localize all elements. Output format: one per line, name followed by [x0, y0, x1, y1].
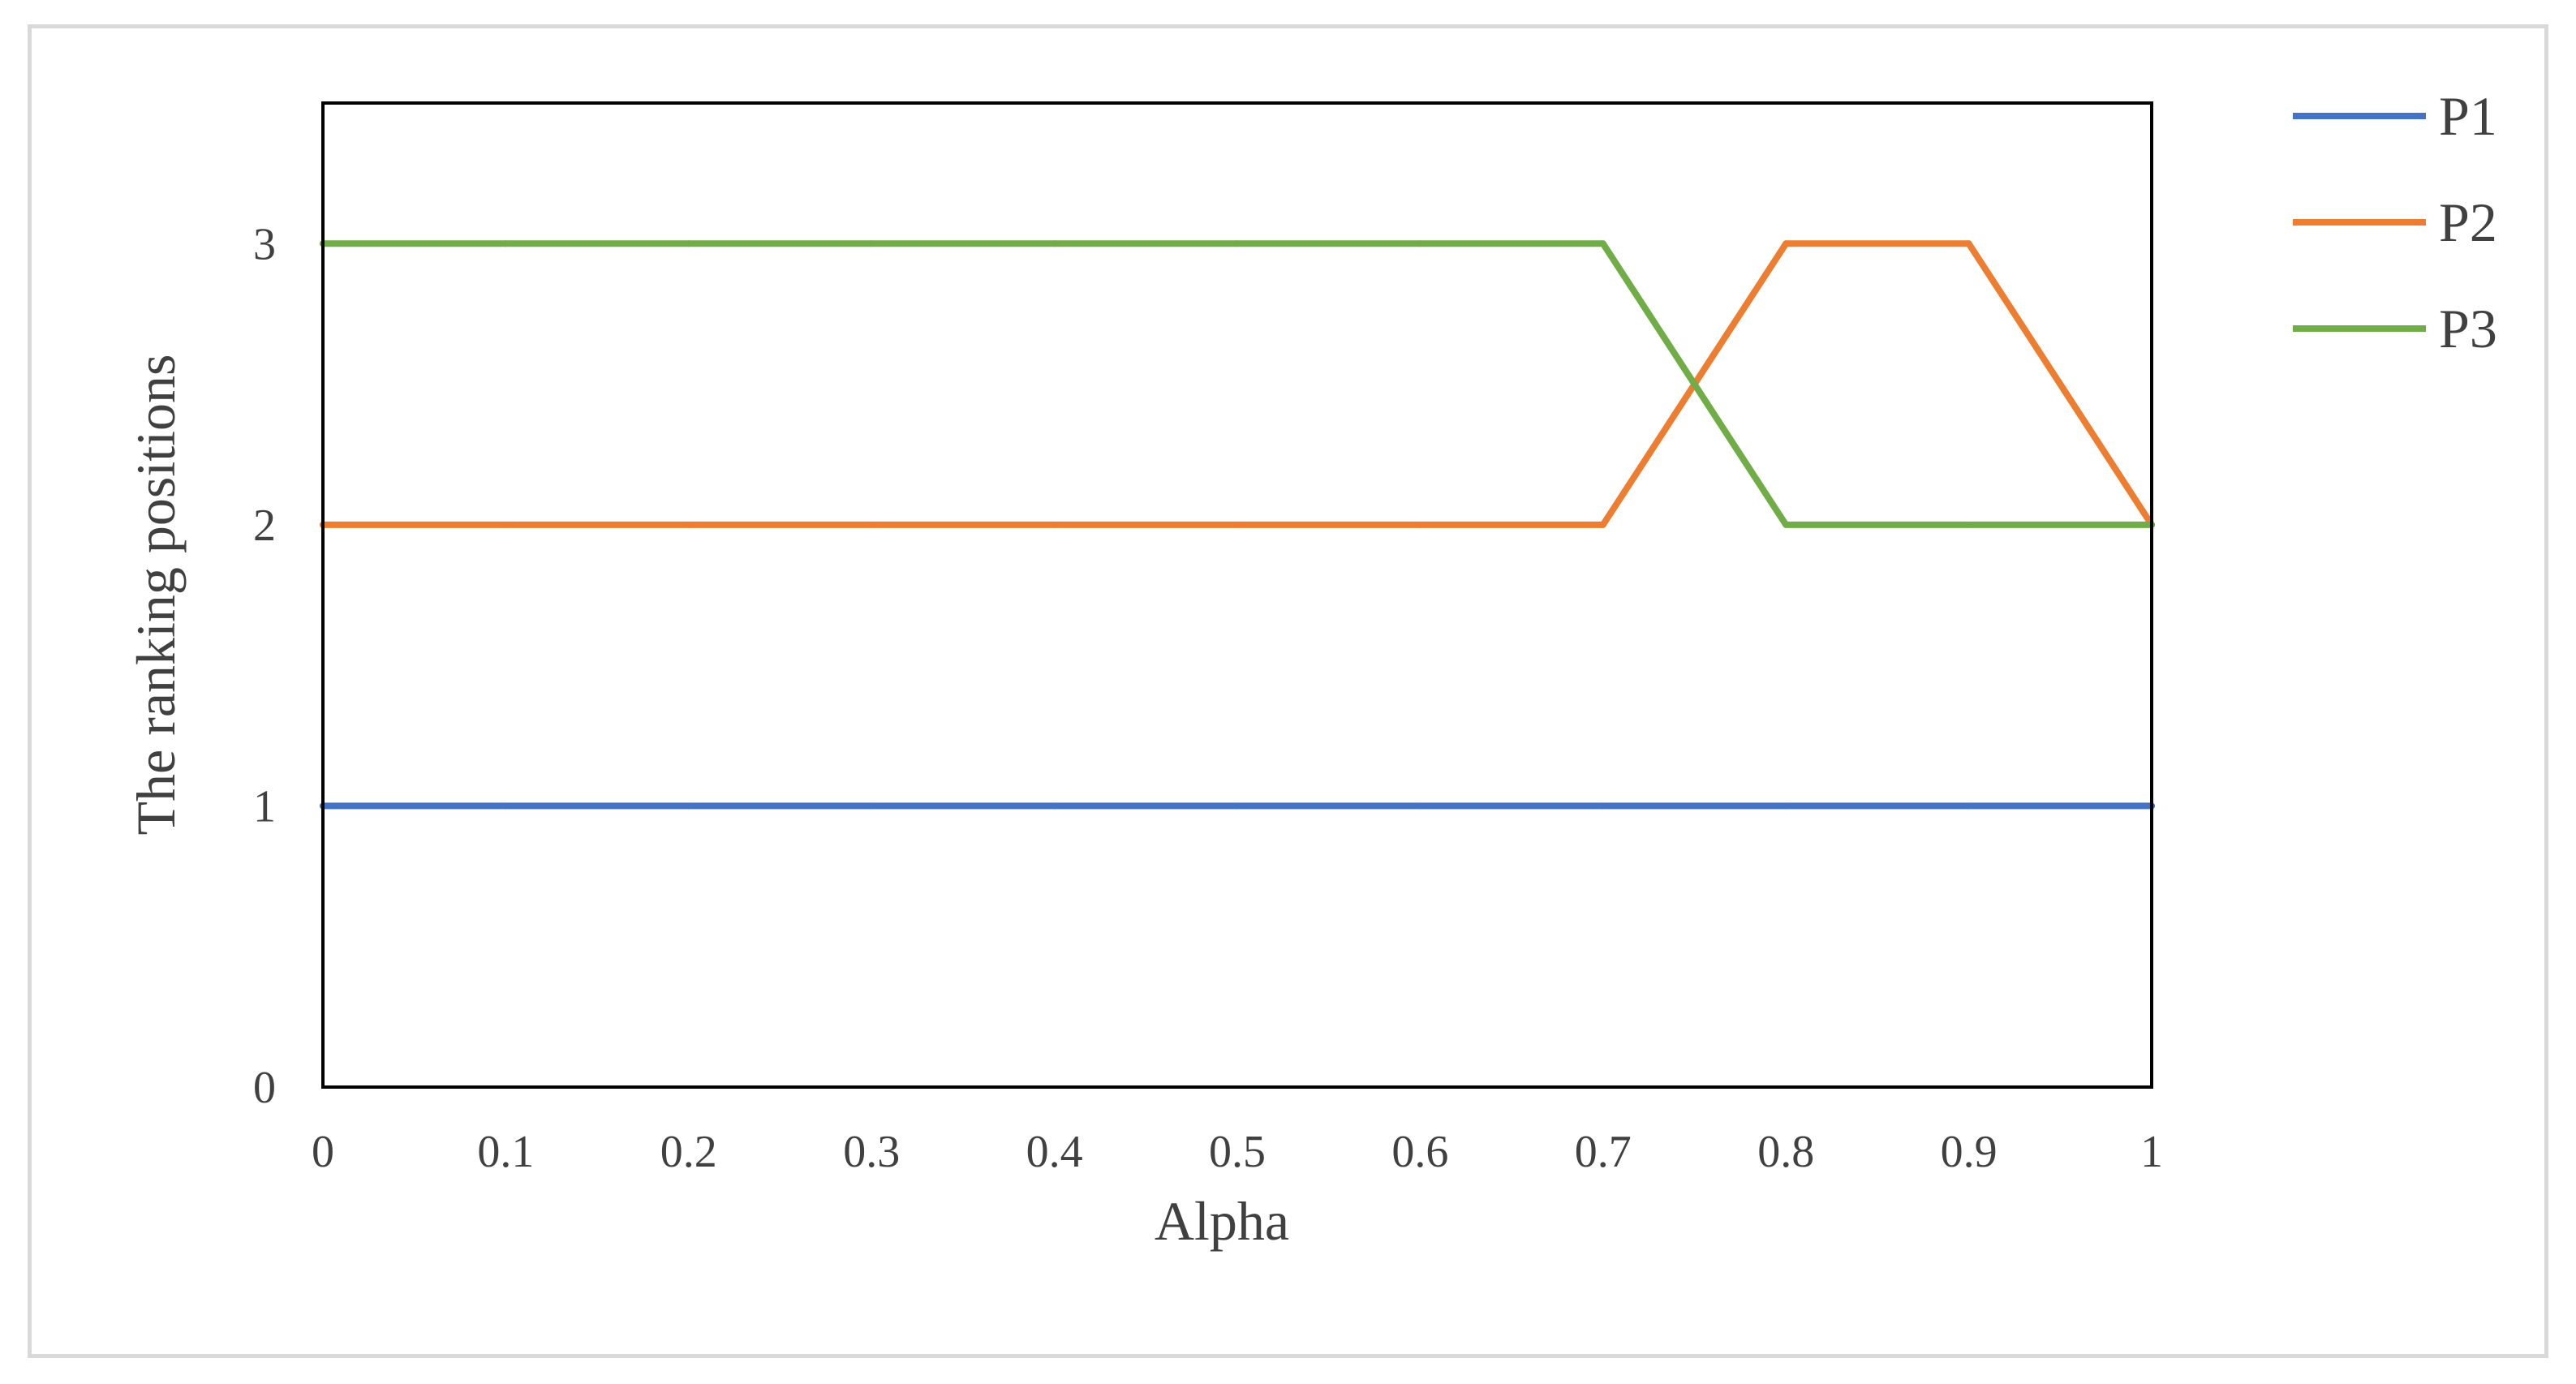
series-layer [320, 240, 2155, 810]
data-point-p1 [1234, 802, 1241, 810]
y-axis-title: The ranking positions [125, 354, 187, 835]
data-point-p3 [1417, 240, 1424, 247]
data-point-p3 [1783, 521, 1790, 528]
x-axis-tick-labels: 0 0.1 0.2 0.3 0.4 0.5 0.6 0.7 0.8 0.9 1 [312, 1127, 2163, 1177]
series-line-p3 [320, 240, 2155, 528]
data-point-p1 [868, 802, 875, 810]
data-point-p2 [1051, 521, 1058, 528]
legend-item-p3: P3 [2293, 298, 2497, 359]
data-point-p3 [502, 240, 510, 247]
series-p1 [320, 802, 2155, 810]
legend-label: P3 [2439, 298, 2497, 359]
data-point-p3 [1965, 521, 1972, 528]
series-p3 [320, 240, 2155, 528]
x-axis-title: Alpha [1155, 1190, 1289, 1252]
data-point-p2 [502, 521, 510, 528]
x-tick-label: 0 [312, 1127, 334, 1177]
legend-item-p2: P2 [2293, 191, 2497, 253]
data-point-p3 [1599, 240, 1606, 247]
legend-label: P2 [2439, 191, 2497, 253]
data-point-p2 [1965, 240, 1972, 247]
x-tick-label: 0.6 [1391, 1127, 1448, 1177]
x-tick-label: 0.3 [843, 1127, 900, 1177]
data-point-p1 [502, 802, 510, 810]
data-point-p3 [868, 240, 875, 247]
x-tick-label: 0.7 [1575, 1127, 1632, 1177]
data-point-p1 [685, 802, 692, 810]
y-tick-label: 2 [253, 501, 276, 551]
x-tick-label: 0.5 [1209, 1127, 1266, 1177]
x-tick-label: 0.1 [477, 1127, 534, 1177]
y-tick-label: 3 [253, 219, 276, 269]
y-tick-label: 1 [253, 781, 276, 832]
legend-label: P1 [2439, 85, 2497, 147]
data-point-p3 [1234, 240, 1241, 247]
data-point-p1 [1965, 802, 1972, 810]
y-tick-label: 0 [253, 1063, 276, 1113]
data-point-p2 [1783, 240, 1790, 247]
data-point-p3 [1051, 240, 1058, 247]
data-point-p2 [1599, 521, 1606, 528]
data-point-p2 [1234, 521, 1241, 528]
y-axis-tick-labels: 0 1 2 3 [253, 219, 276, 1113]
data-point-p2 [685, 521, 692, 528]
x-tick-label: 0.9 [1941, 1127, 1998, 1177]
data-point-p3 [685, 240, 692, 247]
x-tick-label: 0.8 [1757, 1127, 1814, 1177]
data-point-p1 [1599, 802, 1606, 810]
plot-area-border [321, 101, 2153, 1089]
x-tick-label: 0.2 [660, 1127, 717, 1177]
data-point-p1 [1417, 802, 1424, 810]
data-point-p2 [868, 521, 875, 528]
x-tick-label: 1 [2140, 1127, 2163, 1177]
series-line-p2 [320, 240, 2155, 528]
data-point-p2 [1417, 521, 1424, 528]
legend: P1 P2 P3 [2293, 85, 2497, 359]
legend-item-p1: P1 [2293, 85, 2497, 147]
series-p2 [320, 240, 2155, 528]
x-tick-label: 0.4 [1026, 1127, 1083, 1177]
data-point-p1 [1051, 802, 1058, 810]
data-point-p1 [1783, 802, 1790, 810]
